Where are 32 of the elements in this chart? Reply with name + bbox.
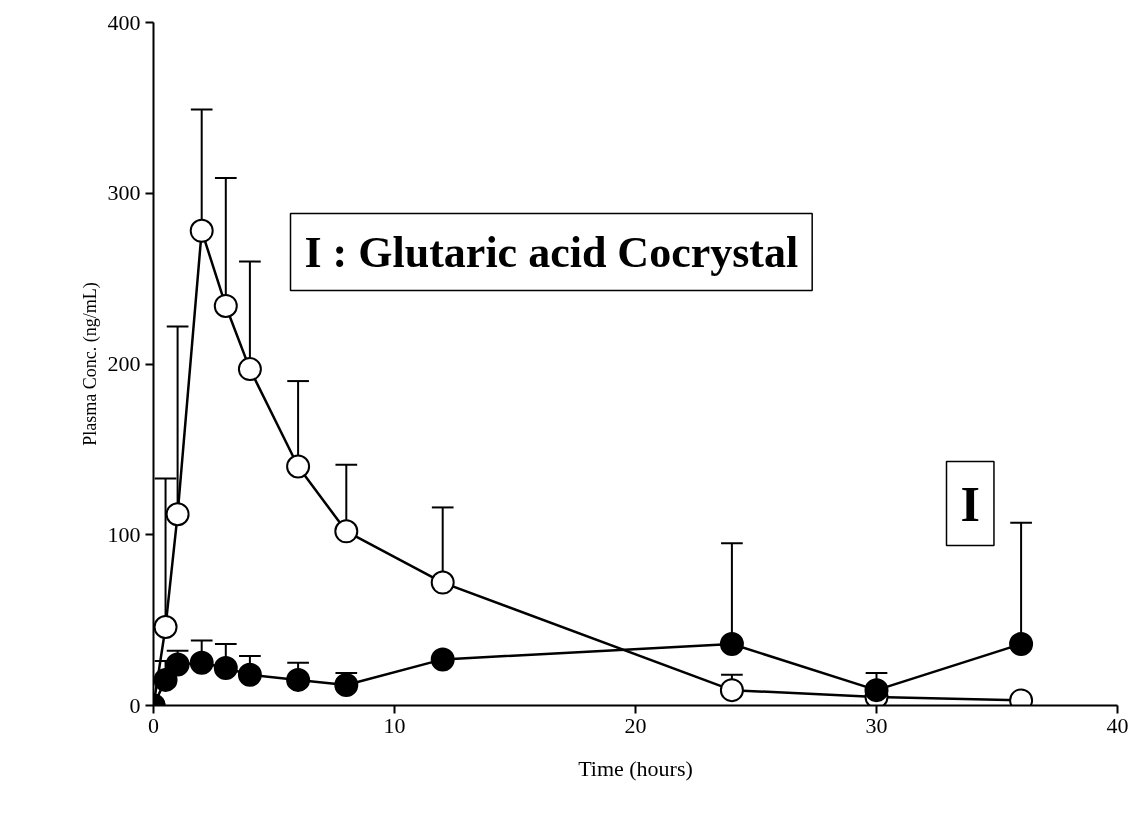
x-axis-title: Time (hours) [578, 755, 693, 781]
point [153, 614, 178, 639]
x-tick-label: 40 [1106, 712, 1129, 738]
annotation: I [960, 475, 980, 532]
y-tick-label: 300 [107, 180, 141, 206]
point [189, 650, 214, 675]
point [334, 673, 359, 697]
y-tick-label: 0 [129, 692, 141, 718]
point [165, 502, 190, 527]
point [334, 519, 359, 544]
point [430, 570, 455, 595]
point [213, 655, 238, 680]
x-tick-label: 0 [148, 712, 159, 738]
point [719, 632, 744, 657]
point [189, 218, 214, 243]
point [286, 667, 311, 692]
x-tick-label: 20 [624, 712, 647, 738]
y-tick-label: 100 [107, 521, 141, 547]
x-tick-label: 10 [383, 712, 406, 738]
x-tick-label: 30 [865, 712, 888, 738]
point [719, 678, 744, 703]
point [1009, 632, 1034, 657]
point [237, 357, 262, 382]
point [237, 662, 262, 687]
point [286, 454, 311, 479]
y-tick-label: 200 [107, 351, 141, 376]
y-tick-label: 400 [107, 9, 141, 35]
y-axis-title: Plasma Conc. (ng/mL) [79, 282, 101, 446]
point [430, 647, 455, 672]
annotation: I : Glutaric acid Cocrystal [304, 227, 799, 277]
point [213, 293, 238, 318]
point [864, 678, 889, 703]
